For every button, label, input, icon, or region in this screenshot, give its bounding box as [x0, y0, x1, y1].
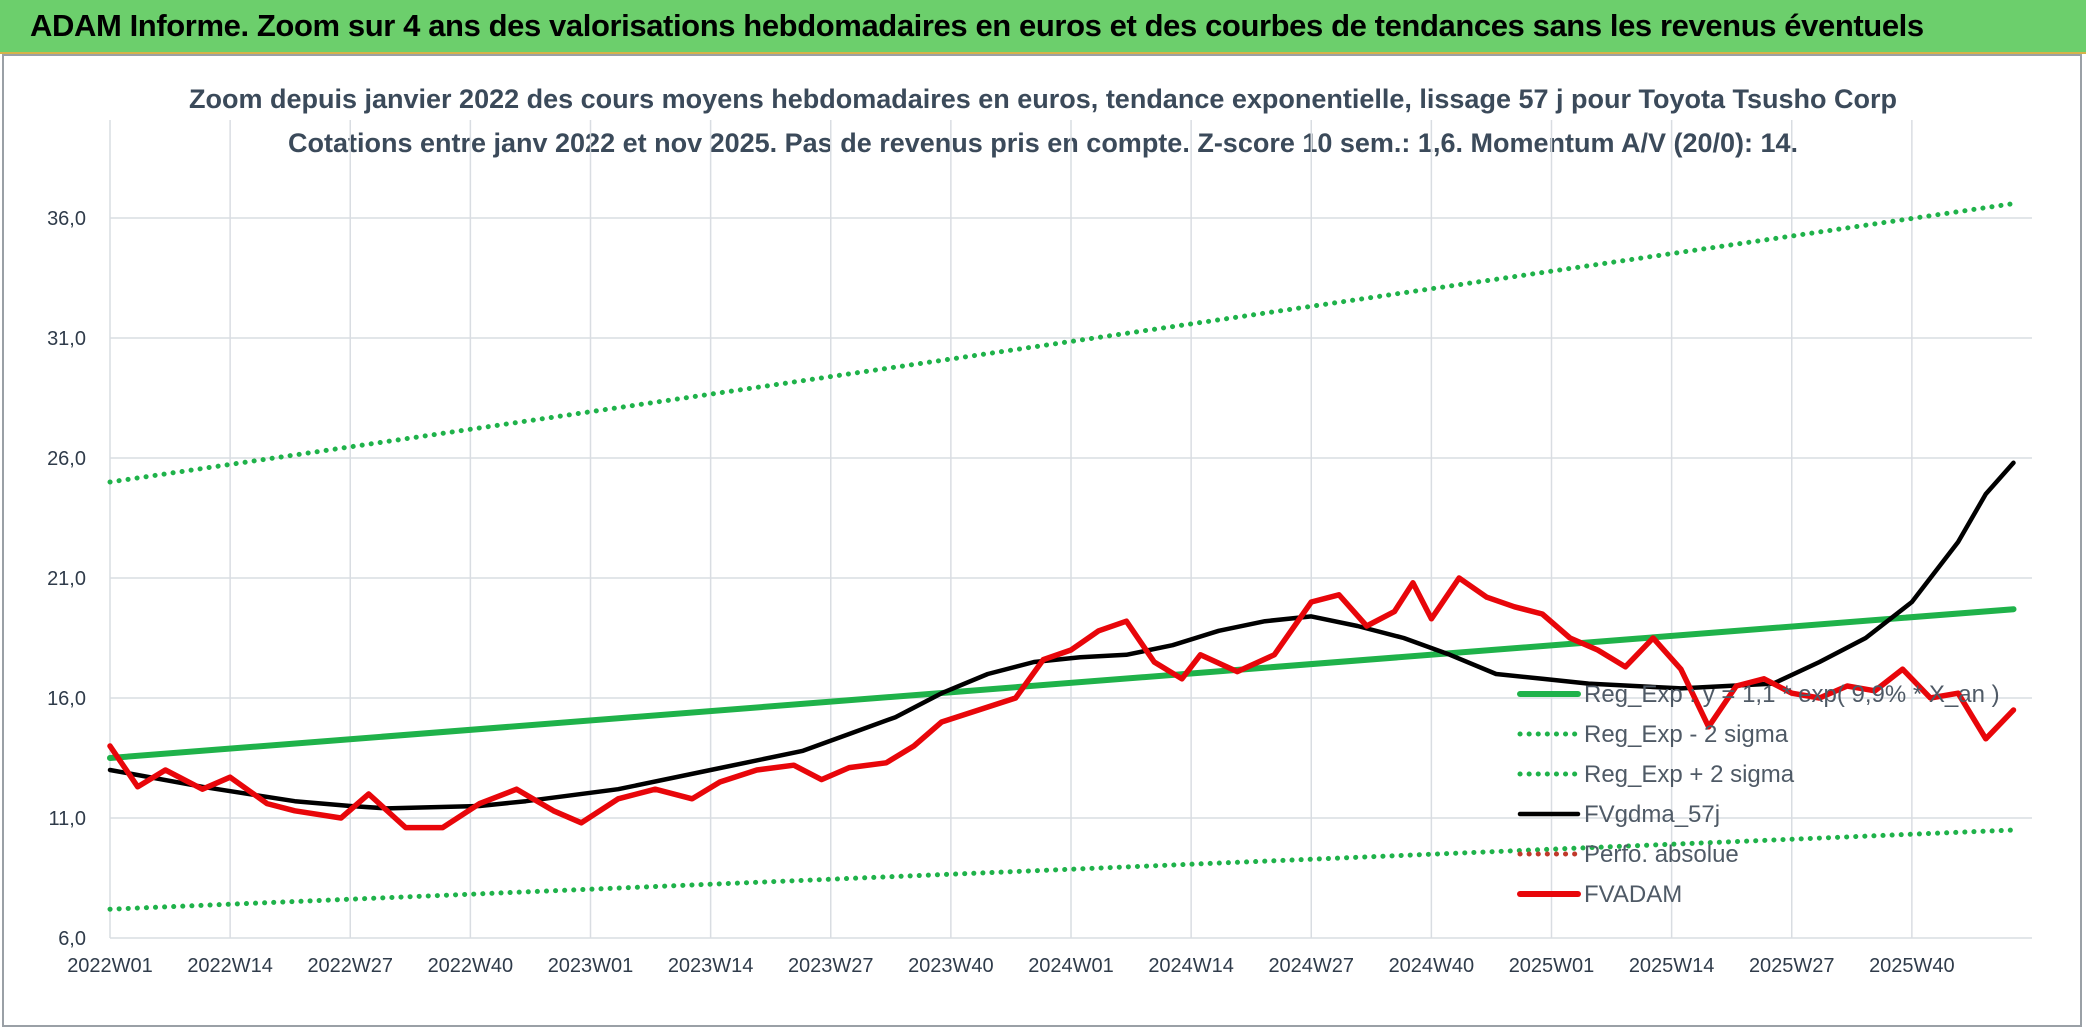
x-tick-label: 2024W27: [1268, 955, 1354, 977]
x-tick-label: 2022W01: [67, 955, 153, 977]
x-tick-label: 2024W40: [1389, 955, 1475, 977]
x-tick-label: 2025W14: [1629, 955, 1715, 977]
y-tick-label: 11,0: [49, 808, 86, 830]
x-tick-label: 2022W14: [187, 955, 273, 977]
y-tick-label: 6,0: [58, 928, 86, 950]
x-tick-label: 2023W40: [908, 955, 994, 977]
x-tick-label: 2025W40: [1869, 955, 1955, 977]
legend-label: Perfo. absolue: [1584, 841, 1739, 868]
y-tick-label: 26,0: [47, 448, 86, 470]
x-tick-label: 2025W01: [1509, 955, 1595, 977]
legend-label: FVADAM: [1584, 881, 1682, 908]
x-tick-label: 2023W27: [788, 955, 874, 977]
y-tick-label: 31,0: [47, 328, 86, 350]
series-layer: [107, 201, 2017, 912]
x-tick-label: 2023W14: [668, 955, 754, 977]
series-line-0: [107, 606, 2017, 761]
legend-label: Reg_Exp - 2 sigma: [1584, 721, 1789, 748]
y-tick-label: 16,0: [47, 688, 86, 710]
chart-subtitle: Cotations entre janv 2022 et nov 2025. P…: [287, 128, 1799, 158]
series-line-3: [107, 460, 2016, 811]
chart-title: Zoom depuis janvier 2022 des cours moyen…: [189, 84, 1897, 114]
report-title: ADAM Informe. Zoom sur 4 ans des valoris…: [30, 8, 1924, 43]
x-tick-label: 2022W27: [307, 955, 393, 977]
series-line-1: [107, 827, 2016, 912]
series-line-2: [107, 201, 2016, 485]
legend-label: Reg_Exp : y = 1,1 * exp( 9,9% * X_an ): [1584, 681, 2000, 708]
report-banner: ADAM Informe. Zoom sur 4 ans des valoris…: [0, 0, 2086, 54]
x-tick-label: 2022W40: [428, 955, 514, 977]
legend: Reg_Exp : y = 1,1 * exp( 9,9% * X_an ) Re…: [1517, 681, 2000, 908]
y-tick-label: 36,0: [47, 208, 86, 230]
series-line-5: [107, 575, 2017, 831]
x-tick-label: 2025W27: [1749, 955, 1835, 977]
x-tick-label: 2023W01: [548, 955, 634, 977]
y-tick-label: 21,0: [47, 568, 86, 590]
legend-label: FVgdma_57j: [1584, 801, 1720, 828]
chart-frame: [2, 54, 2082, 1027]
x-tick-label: 2024W01: [1028, 955, 1114, 977]
grid: [109, 120, 2032, 939]
axes: 6,0 11,0 16,0 21,0 26,0 31,0 36,0 2022W01 2022W1…: [47, 208, 1955, 977]
legend-label: Reg_Exp + 2 sigma: [1584, 761, 1795, 788]
x-tick-label: 2024W14: [1148, 955, 1234, 977]
